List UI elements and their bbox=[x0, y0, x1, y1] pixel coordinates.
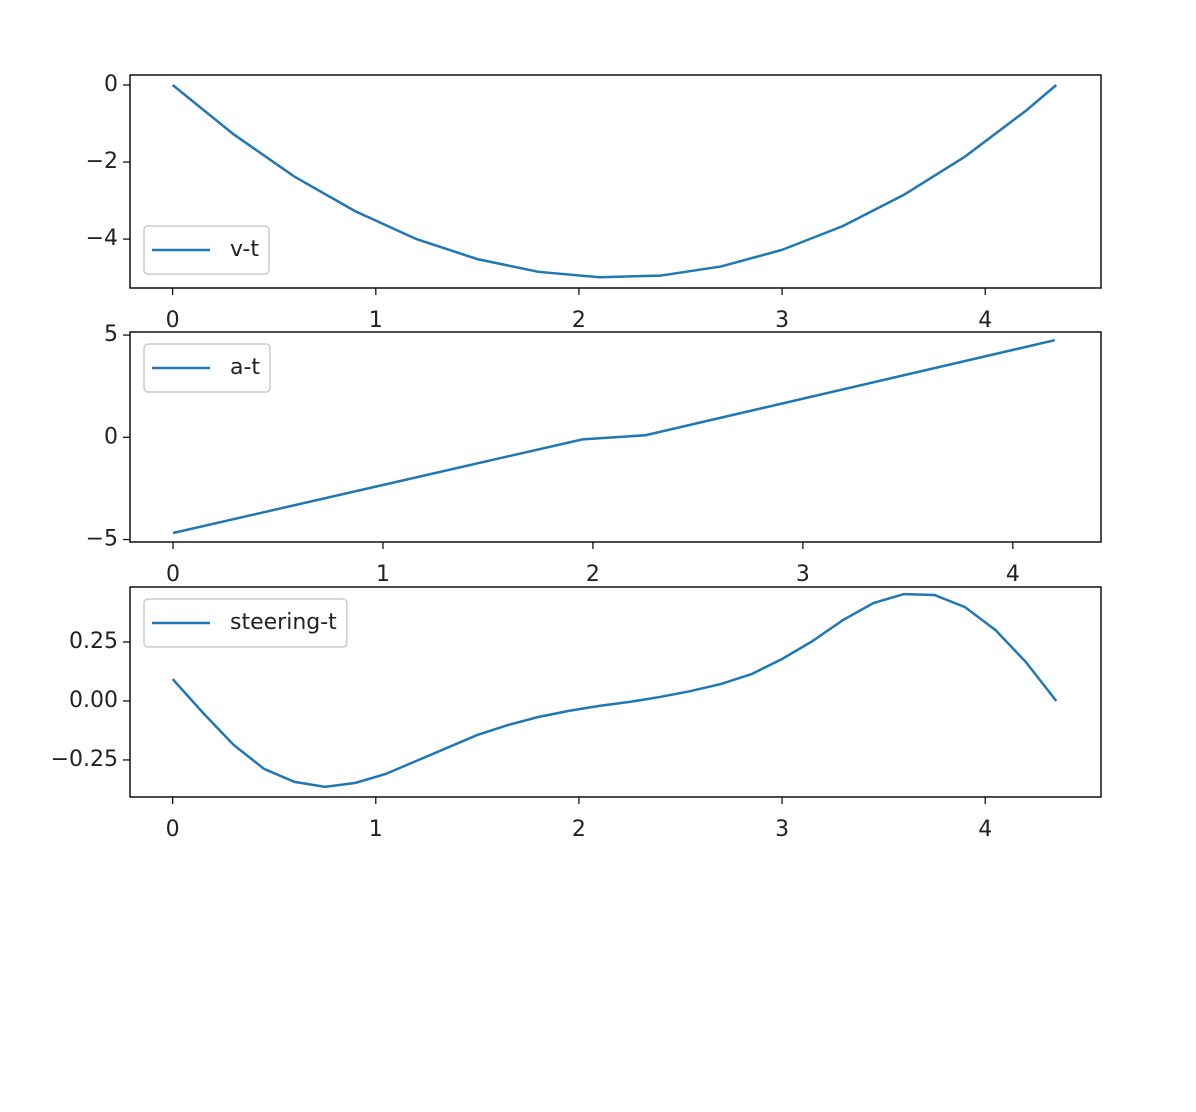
y-tick-label: −4 bbox=[86, 226, 118, 251]
line bbox=[172, 338, 1056, 535]
x-tick-label: 2 bbox=[572, 308, 586, 333]
line bbox=[171, 592, 1058, 789]
x-tick-label: 2 bbox=[586, 562, 600, 587]
y-tick-label: 0.00 bbox=[69, 688, 118, 713]
legend: steering-t bbox=[143, 598, 348, 648]
legend-label: v-t bbox=[230, 237, 259, 262]
x-tick-label: 0 bbox=[166, 817, 180, 842]
y-tick-label: 5 bbox=[104, 322, 118, 347]
x-tick-label: 0 bbox=[166, 308, 180, 333]
legend: a-t bbox=[143, 343, 271, 393]
x-tick-label: 1 bbox=[369, 817, 383, 842]
x-tick-label: 4 bbox=[978, 817, 992, 842]
y-tick-label: −2 bbox=[86, 149, 118, 174]
y-tick-label: −5 bbox=[86, 527, 118, 552]
legend: v-t bbox=[143, 225, 270, 275]
legend-label: a-t bbox=[230, 355, 260, 380]
x-tick-label: 4 bbox=[1006, 562, 1020, 587]
x-tick-label: 2 bbox=[572, 817, 586, 842]
x-tick-label: 3 bbox=[775, 308, 789, 333]
x-tick-label: 3 bbox=[775, 817, 789, 842]
y-tick-label: 0 bbox=[104, 72, 118, 97]
legend-label: steering-t bbox=[230, 610, 337, 635]
line bbox=[171, 84, 1058, 279]
axes-frame bbox=[129, 331, 1102, 543]
axes-frame bbox=[129, 586, 1102, 798]
x-tick-label: 1 bbox=[369, 308, 383, 333]
x-tick-label: 3 bbox=[796, 562, 810, 587]
x-tick-label: 1 bbox=[376, 562, 390, 587]
y-tick-label: 0.25 bbox=[69, 629, 118, 654]
y-tick-label: −0.25 bbox=[51, 747, 118, 772]
x-tick-label: 0 bbox=[166, 562, 180, 587]
x-tick-label: 4 bbox=[978, 308, 992, 333]
axes-frame bbox=[129, 74, 1102, 289]
y-tick-label: 0 bbox=[104, 424, 118, 449]
legend-box bbox=[143, 598, 348, 648]
